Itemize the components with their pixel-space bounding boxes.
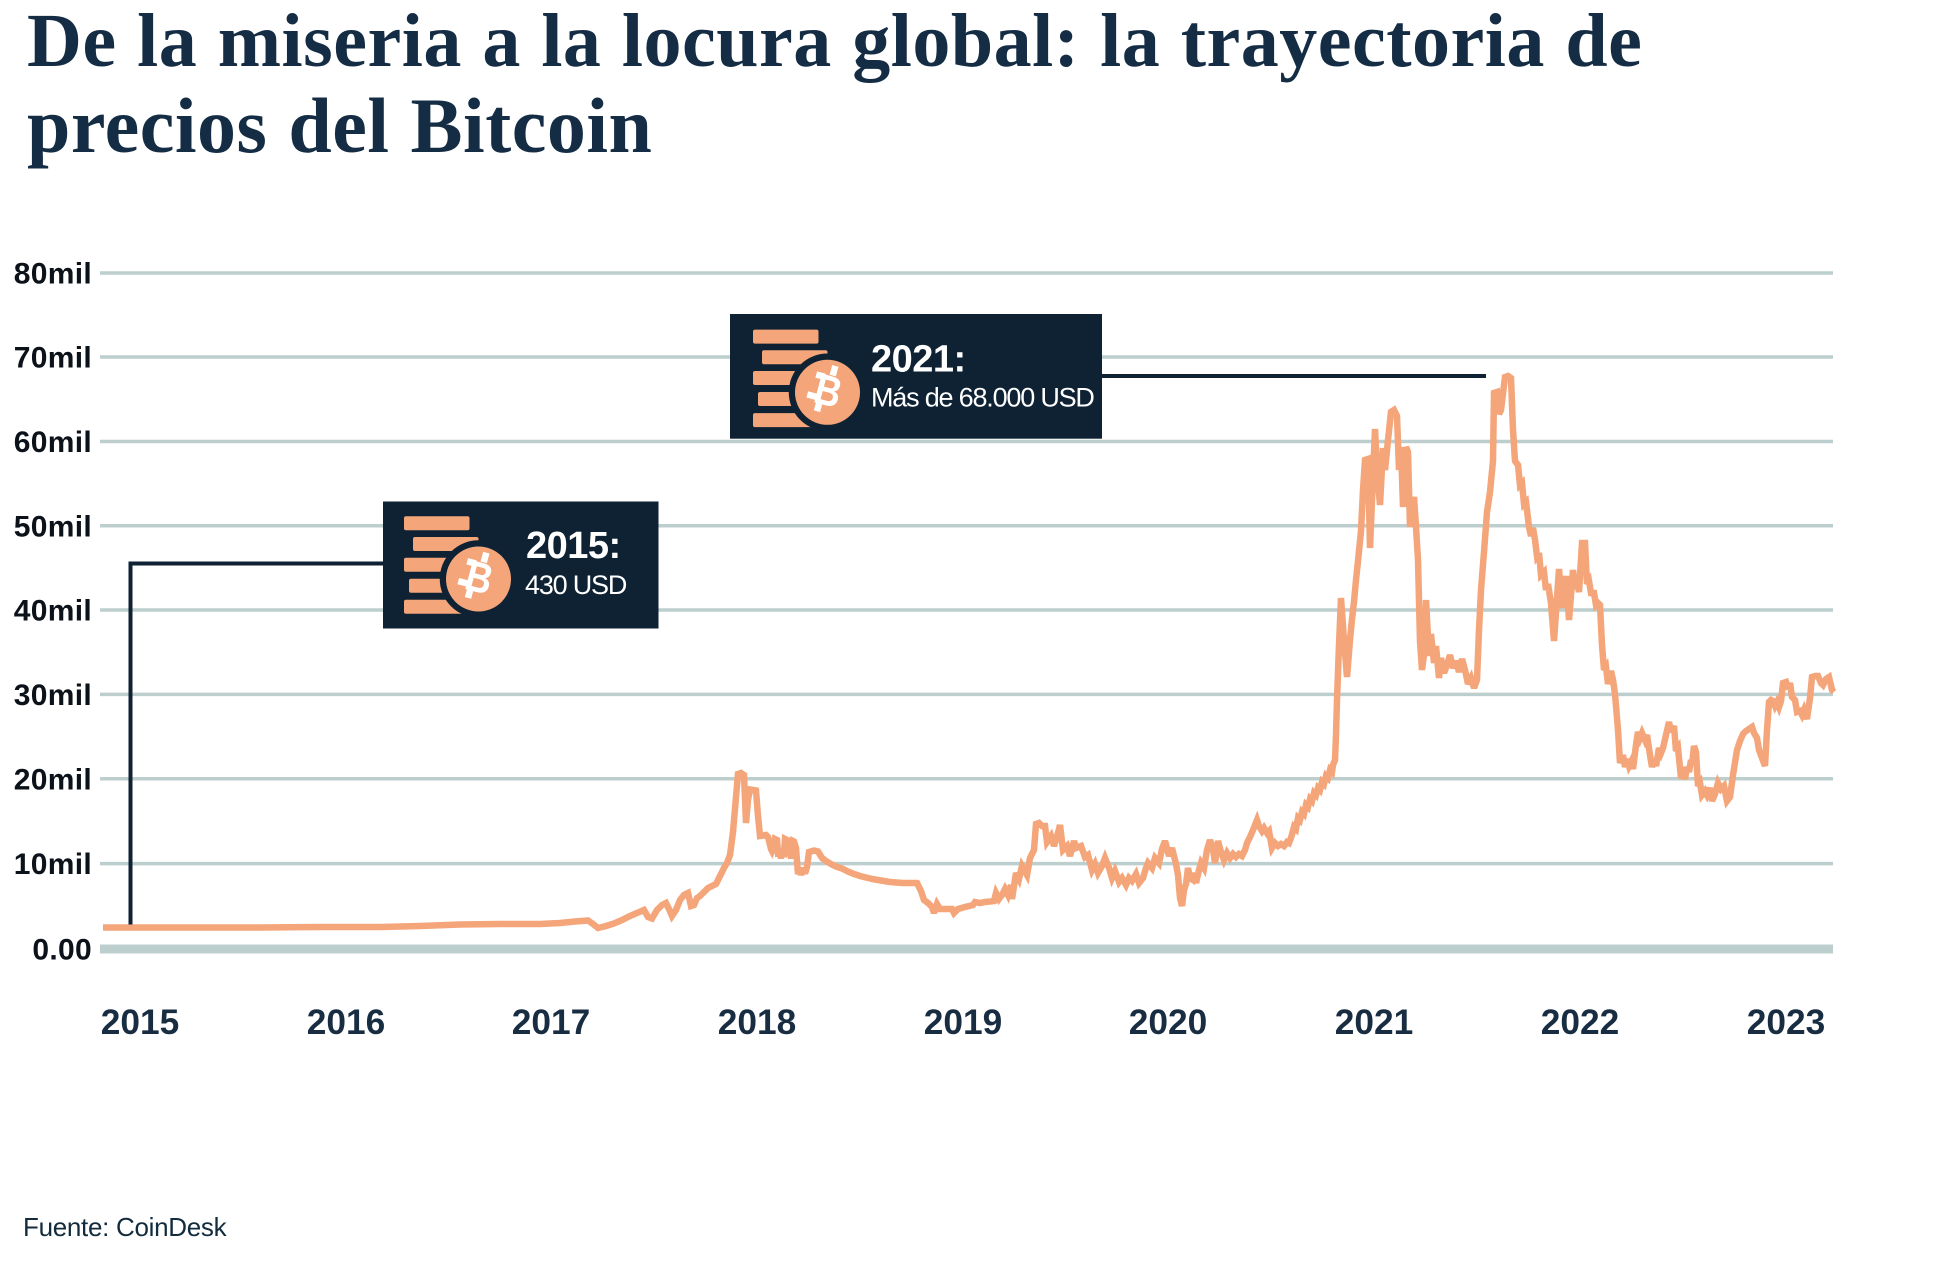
svg-text:50mil: 50mil bbox=[14, 510, 92, 543]
svg-text:20mil: 20mil bbox=[14, 763, 92, 796]
svg-text:2021:: 2021: bbox=[871, 339, 966, 381]
svg-text:2022: 2022 bbox=[1541, 1003, 1620, 1042]
svg-text:2020: 2020 bbox=[1129, 1003, 1208, 1042]
svg-text:30mil: 30mil bbox=[14, 679, 92, 712]
svg-text:Más de 68.000 USD: Más de 68.000 USD bbox=[871, 382, 1094, 412]
svg-text:2023: 2023 bbox=[1747, 1003, 1826, 1042]
svg-text:10mil: 10mil bbox=[14, 848, 92, 881]
svg-text:2018: 2018 bbox=[718, 1003, 797, 1042]
svg-text:2015:: 2015: bbox=[526, 525, 621, 567]
svg-text:80mil: 80mil bbox=[14, 258, 92, 291]
svg-text:430 USD: 430 USD bbox=[525, 570, 627, 600]
svg-text:2016: 2016 bbox=[307, 1003, 386, 1042]
svg-text:40mil: 40mil bbox=[14, 595, 92, 628]
svg-text:2015: 2015 bbox=[101, 1003, 180, 1042]
svg-text:2017: 2017 bbox=[512, 1003, 591, 1042]
svg-text:2019: 2019 bbox=[924, 1003, 1003, 1042]
svg-text:60mil: 60mil bbox=[14, 426, 92, 459]
svg-text:0.00: 0.00 bbox=[32, 934, 92, 967]
svg-text:2021: 2021 bbox=[1335, 1003, 1414, 1042]
svg-text:70mil: 70mil bbox=[14, 342, 92, 375]
